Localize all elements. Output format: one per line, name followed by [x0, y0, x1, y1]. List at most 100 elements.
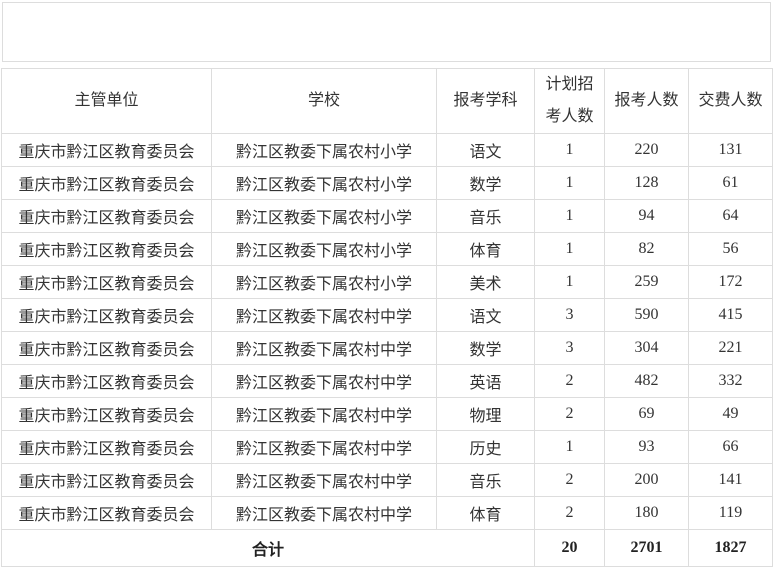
cell-planned: 2	[534, 397, 605, 431]
cell-school: 黔江区教委下属农村小学	[211, 265, 437, 299]
cell-subject: 体育	[436, 496, 535, 530]
cell-unit: 重庆市黔江区教育委员会	[1, 166, 212, 200]
table-row: 重庆市黔江区教育委员会 黔江区教委下属农村小学 音乐 1 94 64	[1, 199, 773, 233]
cell-school: 黔江区教委下属农村中学	[211, 364, 437, 398]
table-row: 重庆市黔江区教育委员会 黔江区教委下属农村小学 体育 1 82 56	[1, 232, 773, 266]
cell-planned: 1	[534, 265, 605, 299]
total-label: 合计	[1, 529, 535, 567]
cell-planned: 1	[534, 199, 605, 233]
cell-subject: 美术	[436, 265, 535, 299]
cell-paid: 49	[688, 397, 773, 431]
cell-school: 黔江区教委下属农村中学	[211, 298, 437, 332]
cell-school: 黔江区教委下属农村中学	[211, 496, 437, 530]
cell-applicants: 304	[604, 331, 689, 365]
table-body: 重庆市黔江区教育委员会 黔江区教委下属农村小学 语文 1 220 131 重庆市…	[1, 133, 773, 530]
cell-unit: 重庆市黔江区教育委员会	[1, 496, 212, 530]
total-planned: 20	[534, 529, 605, 567]
cell-applicants: 82	[604, 232, 689, 266]
header-cell-subject: 报考学科	[436, 68, 535, 134]
cell-applicants: 128	[604, 166, 689, 200]
table-row: 重庆市黔江区教育委员会 黔江区教委下属农村中学 物理 2 69 49	[1, 397, 773, 431]
cell-school: 黔江区教委下属农村小学	[211, 232, 437, 266]
header-cell-unit: 主管单位	[1, 68, 212, 134]
cell-applicants: 259	[604, 265, 689, 299]
cell-paid: 66	[688, 430, 773, 464]
cell-planned: 2	[534, 364, 605, 398]
table-row: 重庆市黔江区教育委员会 黔江区教委下属农村小学 美术 1 259 172	[1, 265, 773, 299]
cell-applicants: 482	[604, 364, 689, 398]
cell-applicants: 180	[604, 496, 689, 530]
cell-paid: 221	[688, 331, 773, 365]
total-applicants: 2701	[604, 529, 689, 567]
cell-subject: 数学	[436, 166, 535, 200]
cell-unit: 重庆市黔江区教育委员会	[1, 199, 212, 233]
cell-planned: 2	[534, 463, 605, 497]
cell-paid: 332	[688, 364, 773, 398]
cell-paid: 61	[688, 166, 773, 200]
cell-school: 黔江区教委下属农村小学	[211, 199, 437, 233]
cell-paid: 172	[688, 265, 773, 299]
cell-paid: 415	[688, 298, 773, 332]
cell-paid: 141	[688, 463, 773, 497]
header-cell-planned: 计划招考人数	[534, 68, 605, 134]
table-row: 重庆市黔江区教育委员会 黔江区教委下属农村中学 数学 3 304 221	[1, 331, 773, 365]
cell-subject: 数学	[436, 331, 535, 365]
cell-subject: 物理	[436, 397, 535, 431]
cell-unit: 重庆市黔江区教育委员会	[1, 463, 212, 497]
table-row: 重庆市黔江区教育委员会 黔江区教委下属农村中学 音乐 2 200 141	[1, 463, 773, 497]
recruitment-stats-table: 主管单位 学校 报考学科 计划招考人数 报考人数 交费人数 重庆市黔江区教育委员…	[1, 68, 773, 567]
cell-subject: 历史	[436, 430, 535, 464]
table-row: 重庆市黔江区教育委员会 黔江区教委下属农村中学 语文 3 590 415	[1, 298, 773, 332]
cell-paid: 131	[688, 133, 773, 167]
cell-planned: 1	[534, 166, 605, 200]
cell-planned: 3	[534, 298, 605, 332]
cell-applicants: 200	[604, 463, 689, 497]
cell-planned: 1	[534, 232, 605, 266]
cell-school: 黔江区教委下属农村中学	[211, 463, 437, 497]
cell-applicants: 93	[604, 430, 689, 464]
cell-planned: 1	[534, 133, 605, 167]
cell-subject: 音乐	[436, 463, 535, 497]
cell-applicants: 220	[604, 133, 689, 167]
table-row: 重庆市黔江区教育委员会 黔江区教委下属农村中学 英语 2 482 332	[1, 364, 773, 398]
cell-subject: 英语	[436, 364, 535, 398]
table-header: 主管单位 学校 报考学科 计划招考人数 报考人数 交费人数	[1, 68, 773, 134]
header-cell-paid: 交费人数	[688, 68, 773, 134]
cell-subject: 音乐	[436, 199, 535, 233]
table-row: 重庆市黔江区教育委员会 黔江区教委下属农村中学 体育 2 180 119	[1, 496, 773, 530]
cell-school: 黔江区教委下属农村小学	[211, 133, 437, 167]
cell-paid: 56	[688, 232, 773, 266]
cell-unit: 重庆市黔江区教育委员会	[1, 232, 212, 266]
cell-unit: 重庆市黔江区教育委员会	[1, 331, 212, 365]
table-row: 重庆市黔江区教育委员会 黔江区教委下属农村中学 历史 1 93 66	[1, 430, 773, 464]
cell-unit: 重庆市黔江区教育委员会	[1, 364, 212, 398]
cell-unit: 重庆市黔江区教育委员会	[1, 265, 212, 299]
cell-applicants: 69	[604, 397, 689, 431]
cell-school: 黔江区教委下属农村中学	[211, 430, 437, 464]
header-cell-applicants: 报考人数	[604, 68, 689, 134]
cell-school: 黔江区教委下属农村中学	[211, 397, 437, 431]
cell-applicants: 94	[604, 199, 689, 233]
cell-planned: 2	[534, 496, 605, 530]
total-row: 合计 20 2701 1827	[1, 529, 773, 567]
table-row: 重庆市黔江区教育委员会 黔江区教委下属农村小学 语文 1 220 131	[1, 133, 773, 167]
table-row: 重庆市黔江区教育委员会 黔江区教委下属农村小学 数学 1 128 61	[1, 166, 773, 200]
table-footer: 合计 20 2701 1827	[1, 529, 773, 567]
header-row: 主管单位 学校 报考学科 计划招考人数 报考人数 交费人数	[1, 68, 773, 134]
cell-paid: 64	[688, 199, 773, 233]
cell-subject: 语文	[436, 298, 535, 332]
cell-planned: 3	[534, 331, 605, 365]
cell-subject: 体育	[436, 232, 535, 266]
cell-school: 黔江区教委下属农村小学	[211, 166, 437, 200]
cell-subject: 语文	[436, 133, 535, 167]
cell-unit: 重庆市黔江区教育委员会	[1, 298, 212, 332]
cell-unit: 重庆市黔江区教育委员会	[1, 397, 212, 431]
cell-unit: 重庆市黔江区教育委员会	[1, 430, 212, 464]
header-cell-school: 学校	[211, 68, 437, 134]
total-paid: 1827	[688, 529, 773, 567]
cell-unit: 重庆市黔江区教育委员会	[1, 133, 212, 167]
cell-paid: 119	[688, 496, 773, 530]
cell-planned: 1	[534, 430, 605, 464]
cell-school: 黔江区教委下属农村中学	[211, 331, 437, 365]
cell-applicants: 590	[604, 298, 689, 332]
